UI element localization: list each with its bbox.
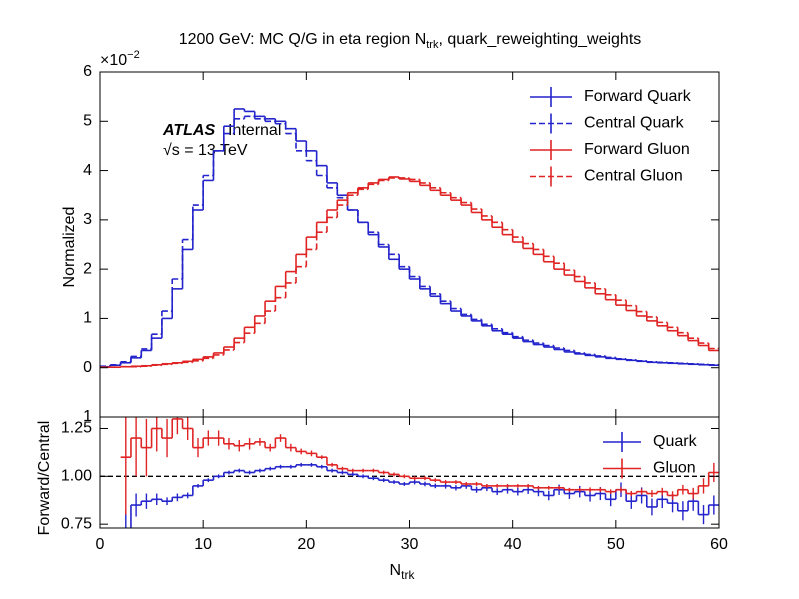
y-tick-label: 2 <box>83 260 92 277</box>
legend-label: Central Gluon <box>584 168 683 185</box>
x-tick-label: 60 <box>710 536 728 553</box>
title-part: , quark_reweighting_weights <box>438 31 641 48</box>
y-axis-label: Forward/Central <box>36 421 53 536</box>
x-label-subscript: trk <box>401 568 415 582</box>
legend-label: Forward Gluon <box>584 141 690 158</box>
y-tick-label: 4 <box>83 162 92 179</box>
chart-title: 1200 GeV: MC Q/G in eta region Ntrk, qua… <box>179 31 642 51</box>
energy-label: √s = 13 TeV <box>163 142 248 159</box>
x-tick-label: 20 <box>297 536 315 553</box>
x-tick-label: 30 <box>401 536 419 553</box>
multiplier-exponent: −2 <box>127 49 140 61</box>
y-multiplier: ×10−2 <box>100 49 140 69</box>
y-tick-label: 6 <box>83 63 92 80</box>
y-tick-label: 0 <box>83 359 92 376</box>
multiplier-base: ×10 <box>100 52 127 69</box>
x-tick-label: 0 <box>96 536 105 553</box>
x-tick-label: 40 <box>504 536 522 553</box>
x-tick-label: 50 <box>607 536 625 553</box>
y-tick-label: 0.75 <box>61 515 92 532</box>
title-subscript: trk <box>426 39 439 51</box>
legend-label: Forward Quark <box>584 88 692 105</box>
title-part: 1200 GeV: MC Q/G in eta region N <box>179 31 427 48</box>
x-label-main: N <box>390 562 402 579</box>
legend-label: Gluon <box>653 460 696 477</box>
y-tick-label: 1 <box>83 310 92 327</box>
y-tick-label: 1.25 <box>61 420 92 437</box>
y-tick-label: 1.00 <box>61 468 92 485</box>
y-tick-label: 3 <box>83 211 92 228</box>
atlas-label: ATLAS <box>162 122 215 139</box>
legend-label: Quark <box>653 433 698 450</box>
legend-label: Central Quark <box>584 115 685 132</box>
x-tick-label: 10 <box>194 536 212 553</box>
x-axis-label: Ntrk <box>390 562 416 582</box>
y-tick-label: 5 <box>83 113 92 130</box>
y-axis-label: Normalized <box>61 207 78 288</box>
atlas-status: Internal <box>228 122 281 139</box>
y-tick-label: 1 <box>83 408 92 425</box>
plot-area-main <box>100 108 719 369</box>
plot-area-ratio <box>100 417 719 528</box>
